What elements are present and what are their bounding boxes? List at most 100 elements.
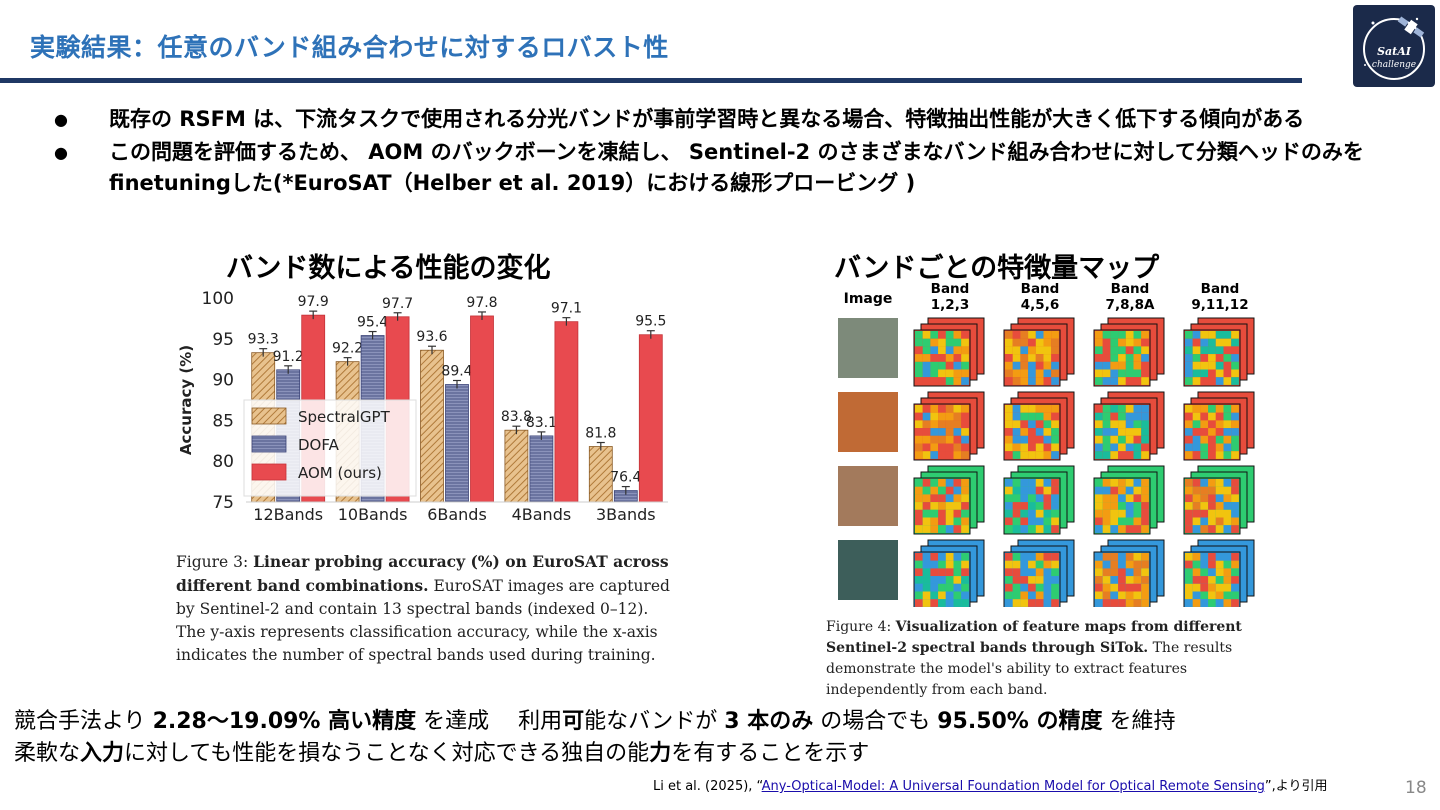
feature-pixel (1125, 486, 1134, 495)
feature-pixel (1223, 525, 1232, 533)
legend-swatch (251, 435, 287, 453)
feature-pixel (1051, 486, 1059, 495)
feature-pixel (1185, 525, 1193, 533)
feature-pixel (1231, 435, 1239, 444)
feature-pixel (1118, 405, 1126, 413)
feature-pixel (1208, 435, 1216, 444)
feature-pixel (1028, 361, 1036, 370)
feature-pixel (1102, 435, 1111, 444)
feature-pixel (945, 443, 954, 452)
feature-pixel (1125, 338, 1134, 347)
feature-pixel (1125, 560, 1134, 569)
feature-pixel (1020, 412, 1029, 421)
feature-pixel (1110, 560, 1119, 569)
feature-pixel (922, 377, 931, 385)
figure4-rest: The results demonstrate the model's abil… (826, 640, 1233, 698)
feature-pixel (1185, 412, 1193, 421)
feature-pixel (1185, 576, 1193, 584)
feature-pixel (1005, 435, 1013, 444)
feature-pixel (938, 486, 946, 495)
feature-pixel (1231, 576, 1239, 584)
feature-pixel (945, 361, 954, 370)
feature-pixel (1118, 443, 1126, 452)
feature-pixel (1200, 583, 1209, 592)
feature-pixel (930, 591, 939, 600)
figure4-caption: Figure 4: Visualization of feature maps … (826, 617, 1272, 701)
feature-pixel (1028, 599, 1036, 607)
feature-pixel (1102, 486, 1111, 495)
feature-pixel (1231, 346, 1239, 355)
feature-pixel (1102, 525, 1111, 533)
feature-pixel (1035, 377, 1044, 385)
feature-pixel (1141, 451, 1149, 459)
feature-pixel (1005, 502, 1013, 510)
y-tick-label: 95 (212, 330, 234, 350)
feature-pixel (1141, 568, 1149, 577)
feature-pixel (1215, 443, 1224, 452)
feature-pixel (915, 412, 923, 421)
feature-pixel (1231, 525, 1239, 533)
feature-pixel (1185, 583, 1193, 592)
feature-pixel (1051, 502, 1059, 510)
feature-pixel (922, 486, 931, 495)
x-tick-label: 4Bands (512, 505, 572, 524)
feature-pixel (1035, 420, 1044, 429)
feature-pixel (1215, 583, 1224, 592)
feature-pixel (1208, 525, 1216, 533)
feature-pixel (945, 435, 954, 444)
data-label: 95.5 (635, 314, 666, 330)
feature-pixel (953, 451, 962, 459)
feature-pixel (1133, 420, 1142, 429)
feature-pixel (1133, 435, 1142, 444)
satellite-image (838, 318, 898, 378)
feature-pixel (1125, 420, 1134, 429)
feature-pixel (1043, 412, 1052, 421)
feature-pixel (1035, 486, 1044, 495)
feature-pixel (1020, 583, 1029, 592)
feature-pixel (1012, 354, 1021, 362)
feature-pixel (1223, 576, 1232, 584)
feature-pixel (961, 443, 969, 452)
feature-pixel (1020, 560, 1029, 569)
feature-pixel (1118, 346, 1126, 355)
feature-pixel (922, 338, 931, 347)
feature-pixel (1102, 576, 1111, 584)
feature-pixel (1141, 354, 1149, 362)
paper-link[interactable]: Any-Optical-Model: A Universal Foundatio… (761, 779, 1265, 794)
feature-pixel (1020, 509, 1029, 518)
feature-pixel (922, 369, 931, 378)
feature-pixel (1185, 346, 1193, 355)
feature-pixel (922, 435, 931, 444)
feature-pixel (1043, 568, 1052, 577)
feature-pixel (1223, 479, 1232, 487)
feature-pixel (930, 377, 939, 385)
feature-pixel (1118, 591, 1126, 600)
feature-pixel (961, 568, 969, 577)
feature-pixel (1043, 553, 1052, 561)
feature-pixel (1012, 369, 1021, 378)
feature-pixel (915, 331, 923, 339)
bar-spectralgpt (588, 446, 613, 503)
feature-pixel (1208, 479, 1216, 487)
feature-pixel (1223, 583, 1232, 592)
feature-pixel (1200, 346, 1209, 355)
feature-pixel (1185, 486, 1193, 495)
feature-pixel (1133, 354, 1142, 362)
feature-pixel (1192, 451, 1201, 459)
feature-pixel (1215, 599, 1224, 607)
feature-pixel (915, 405, 923, 413)
feature-pixel (1028, 428, 1036, 436)
feature-pixel (1215, 517, 1224, 526)
feature-pixel (961, 599, 969, 607)
feature-pixel (1102, 369, 1111, 378)
bar-aom-ours- (638, 334, 663, 503)
feature-pixel (1185, 509, 1193, 518)
feature-pixel (1110, 553, 1119, 561)
bar-dofa (529, 435, 554, 503)
feature-pixel (1215, 338, 1224, 347)
feature-pixel (1185, 591, 1193, 600)
feature-pixel (1133, 509, 1142, 518)
feature-pixel (1231, 517, 1239, 526)
feature-pixel (1102, 361, 1111, 370)
feature-pixel (1200, 443, 1209, 452)
